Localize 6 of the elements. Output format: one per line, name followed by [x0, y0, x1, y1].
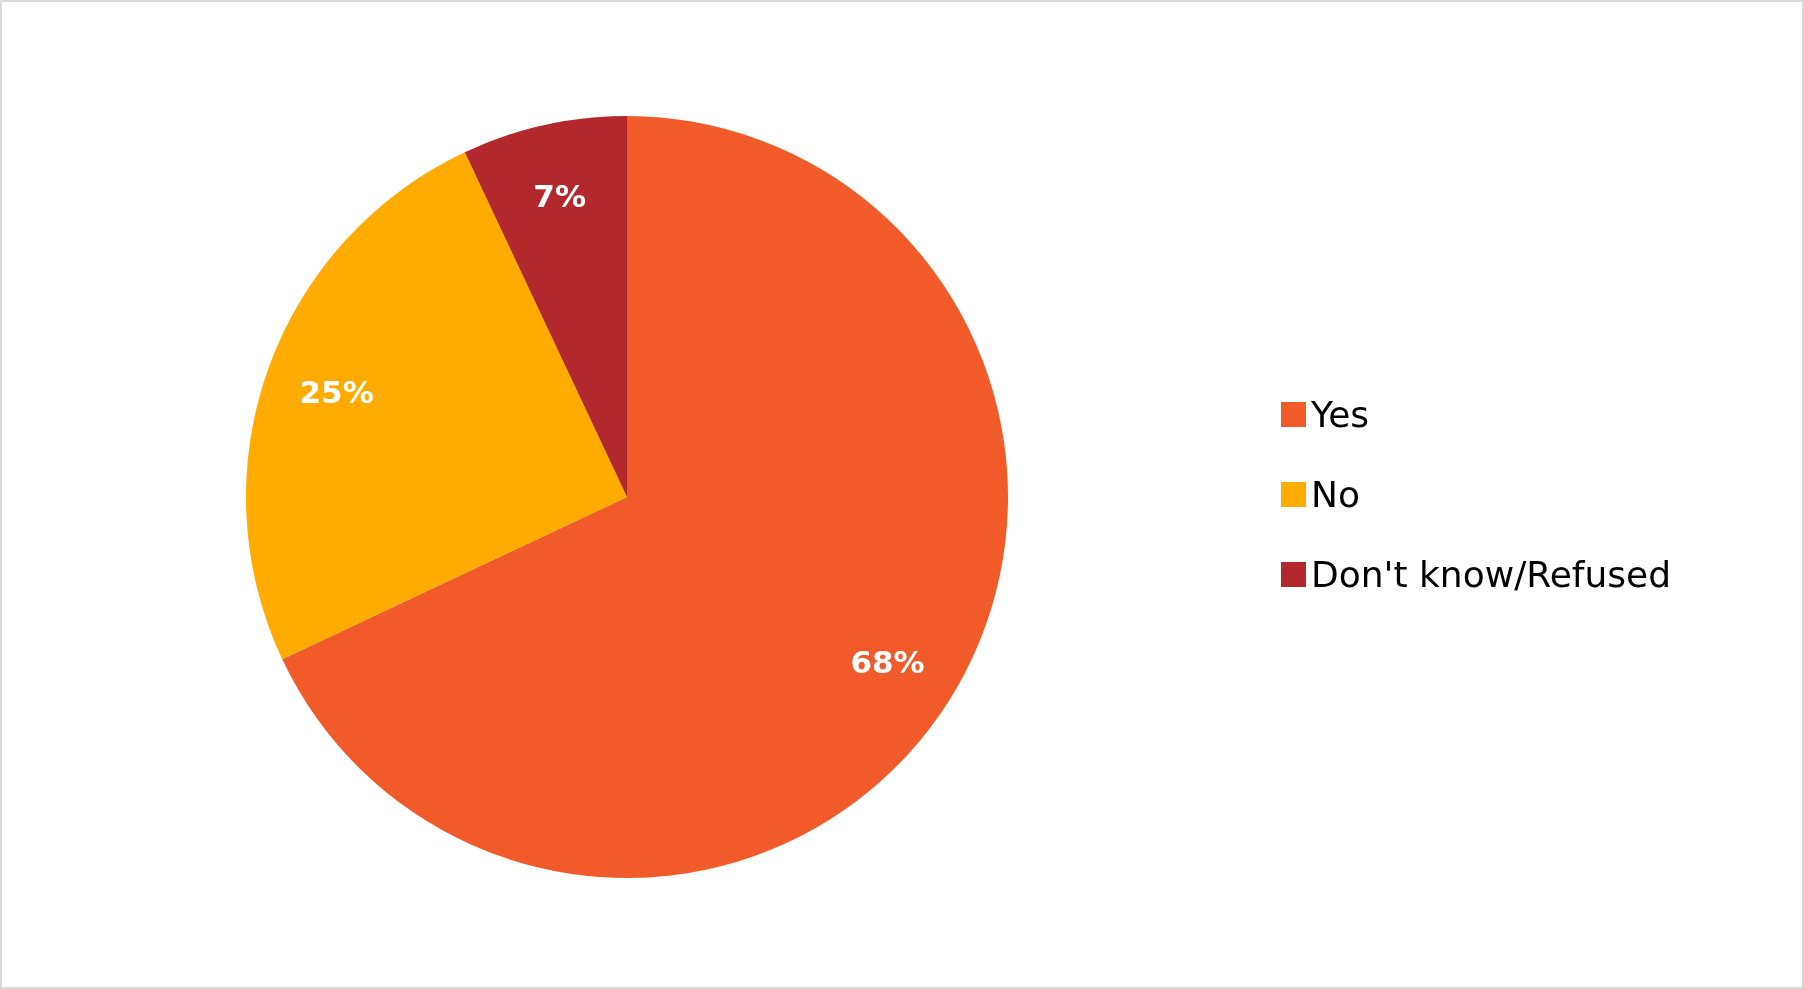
legend-label: Don't know/Refused — [1311, 554, 1672, 595]
legend-label: No — [1311, 474, 1360, 515]
legend-label: Yes — [1310, 394, 1370, 435]
data-label: 25% — [299, 374, 374, 411]
data-label: 68% — [850, 644, 925, 681]
data-label: 7% — [533, 177, 586, 214]
